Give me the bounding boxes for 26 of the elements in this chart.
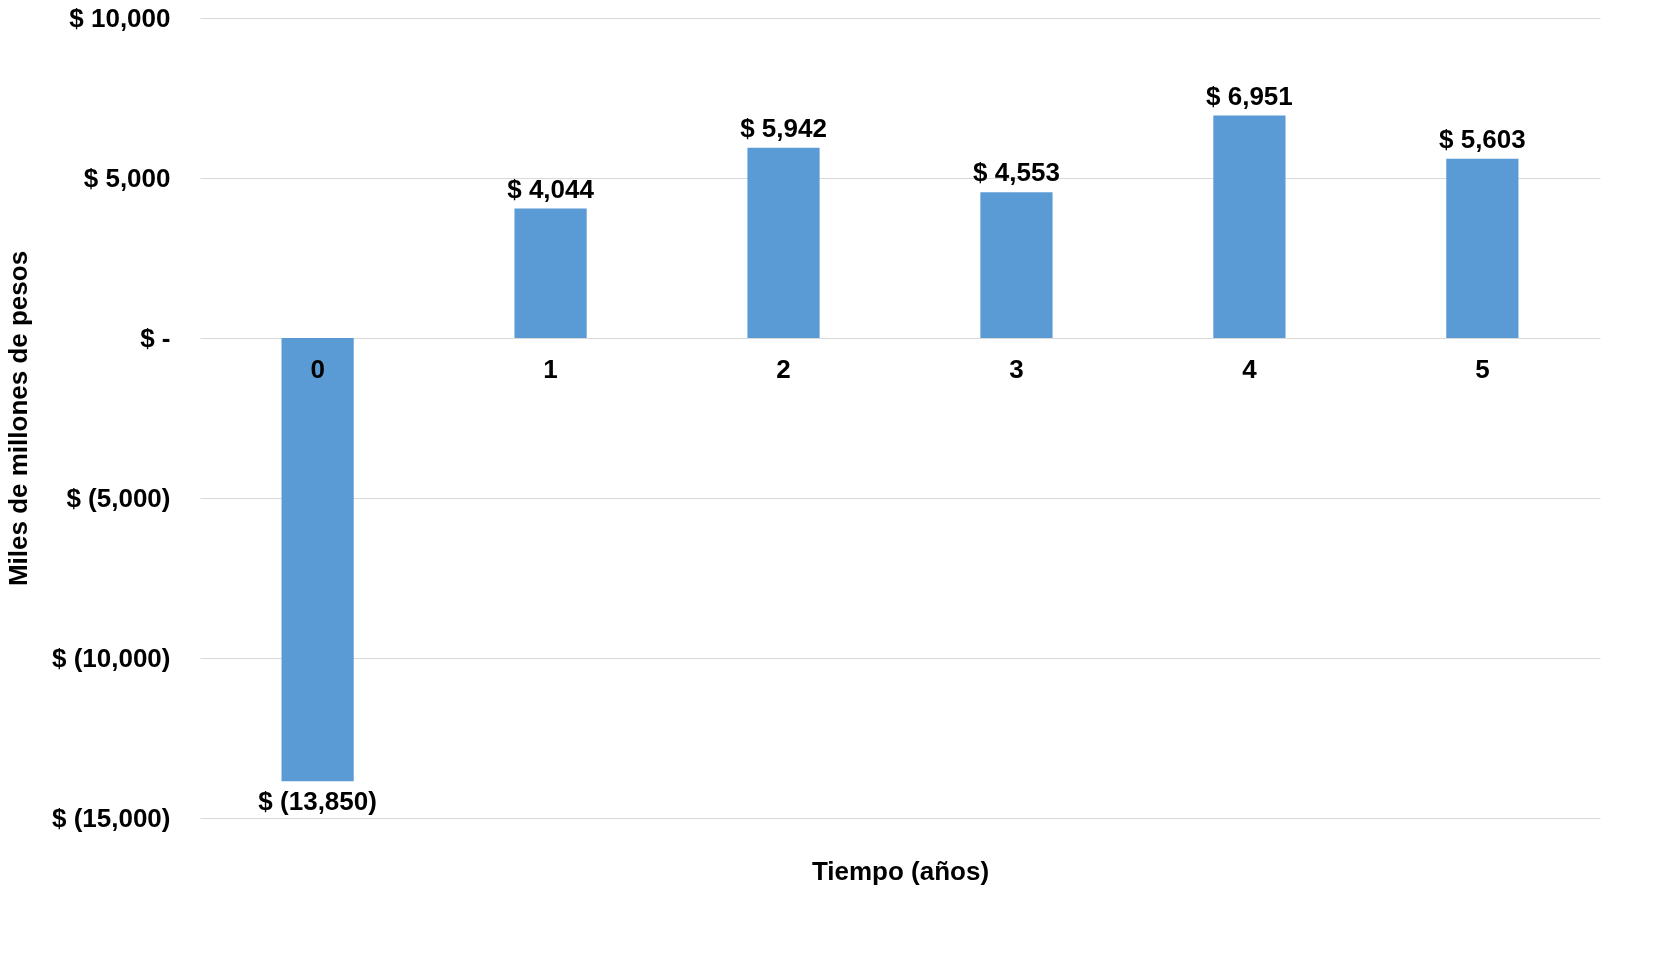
x-axis-title: Tiempo (años) bbox=[811, 855, 990, 886]
y-tick-label: $ (10,000) bbox=[51, 642, 171, 673]
y-tick-label: $ 10,000 bbox=[69, 2, 171, 33]
data-label: $ 4,553 bbox=[973, 157, 1060, 188]
y-axis-title: Miles de millones de pesos bbox=[2, 250, 33, 587]
data-label: $ 4,044 bbox=[507, 173, 595, 204]
x-tick-label: 1 bbox=[543, 353, 558, 384]
data-label: $ 5,942 bbox=[740, 112, 827, 143]
x-tick-label: 4 bbox=[1242, 353, 1258, 384]
y-tick-label: $ 5,000 bbox=[83, 162, 171, 193]
y-tick-label: $ - bbox=[140, 322, 171, 353]
data-label: $ 6,951 bbox=[1206, 80, 1293, 111]
data-label: $ 5,603 bbox=[1438, 123, 1526, 154]
bar bbox=[1446, 158, 1519, 338]
x-tick-label: 3 bbox=[1009, 353, 1024, 384]
bar bbox=[1213, 115, 1286, 338]
data-label: $ (13,850) bbox=[258, 786, 377, 817]
bar bbox=[514, 208, 587, 338]
y-tick-label: $ (15,000) bbox=[51, 802, 171, 833]
bar bbox=[980, 192, 1053, 338]
x-tick-label: 5 bbox=[1475, 353, 1490, 384]
bar bbox=[747, 147, 820, 338]
x-tick-label: 0 bbox=[310, 353, 325, 384]
x-tick-label: 2 bbox=[776, 353, 791, 384]
bar bbox=[281, 338, 354, 782]
y-tick-label: $ (5,000) bbox=[66, 482, 171, 513]
